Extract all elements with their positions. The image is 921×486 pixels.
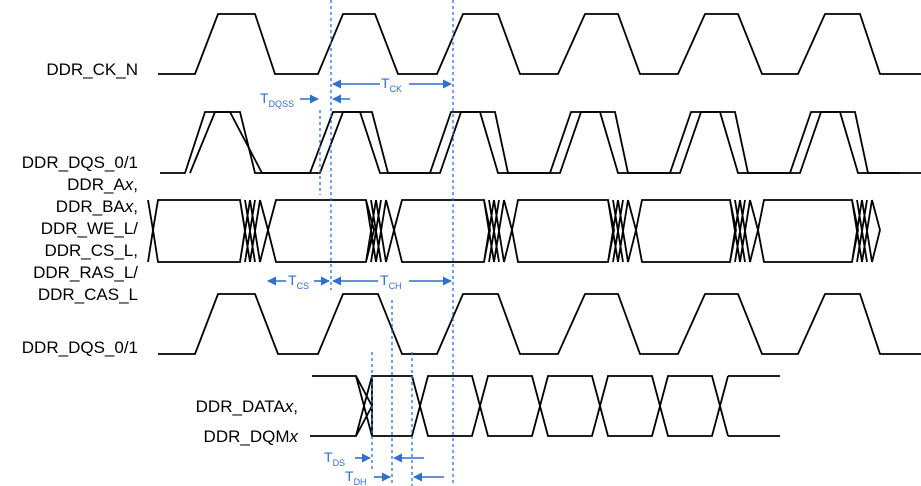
label-ddr-ck-n: DDR_CK_N (46, 60, 138, 79)
waveform-ddr-dqs-top-b (189, 111, 921, 174)
label-ddr-cs-l: DDR_CS_L, (44, 241, 138, 260)
waveform-ddr-dqs-top-a (160, 111, 900, 174)
waveform-address-bus (147, 199, 881, 263)
label-ddr-we-l: DDR_WE_L/ (41, 219, 139, 238)
tds-label: TDS (324, 449, 345, 468)
tck-label: TCK (381, 75, 402, 94)
label-ddr-dqs-top: DDR_DQS_0/1 (22, 153, 138, 172)
label-ddr-ax: DDR_Ax, (67, 175, 138, 194)
label-ddr-cas-l: DDR_CAS_L (38, 285, 138, 304)
label-ddr-ras-l: DDR_RAS_L/ (33, 263, 138, 282)
tdh-label: TDH (345, 468, 367, 486)
waveform-ddr-dqs-bottom (158, 293, 921, 355)
tdqss-label: TDQSS (260, 90, 294, 109)
label-ddr-bax: DDR_BAx, (56, 197, 138, 216)
label-ddr-dqs-bottom: DDR_DQS_0/1 (22, 338, 138, 357)
label-ddr-dqmx: DDR_DQMx (204, 427, 299, 446)
waveform-ddr-ck-n (158, 13, 921, 75)
label-ddr-datax: DDR_DATAx, (196, 397, 298, 416)
waveform-data-bus (310, 375, 780, 437)
tch-label: TCH (380, 272, 402, 291)
tcs-label: TCS (288, 272, 309, 291)
